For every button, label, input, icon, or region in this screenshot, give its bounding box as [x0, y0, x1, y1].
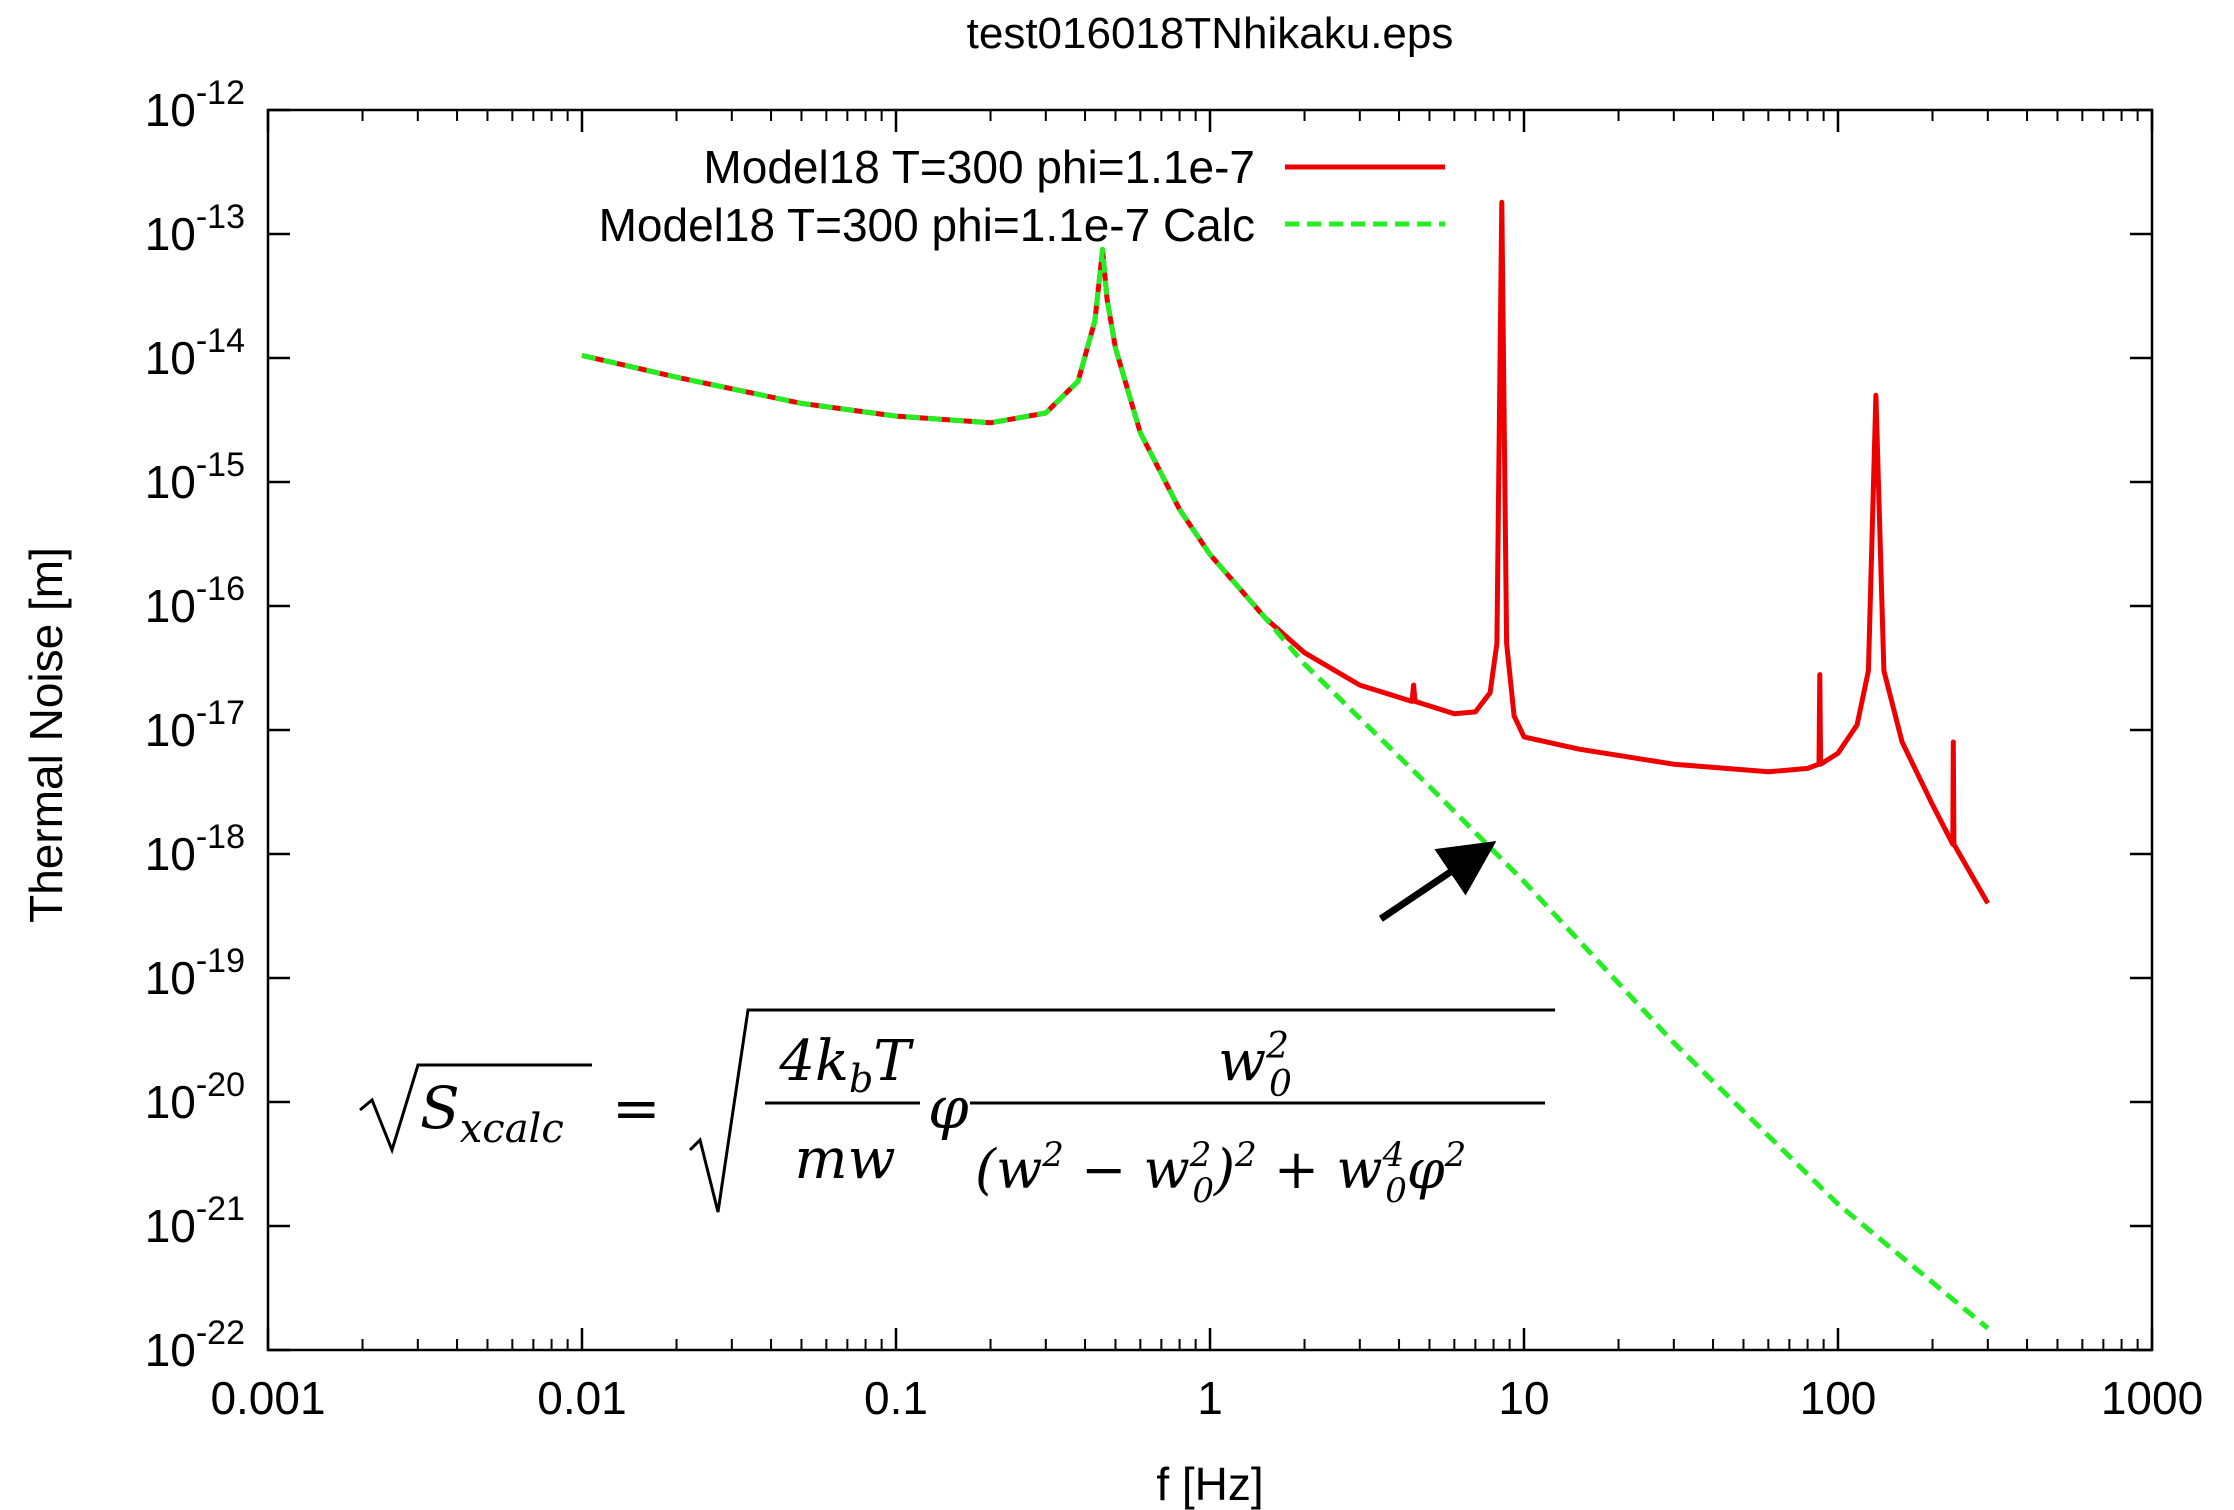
y-tick-label: 10-21: [145, 1190, 245, 1252]
formula-radical-right: [688, 1008, 1555, 1213]
formula-lhs-sub: xcalc: [460, 1106, 564, 1152]
formula-phi: φ: [928, 1074, 969, 1142]
formula-frac2-den-a-sup: 2: [1041, 1135, 1064, 1175]
formula-frac2-num: w: [1218, 1029, 1266, 1094]
formula-frac2-den-d-sup: 4: [1382, 1135, 1405, 1175]
formula-frac1-den: mw: [794, 1127, 895, 1192]
annotation-arrow: [1378, 841, 1497, 922]
series-line-0: [581, 199, 1990, 905]
y-tick-label: 10-18: [145, 818, 245, 880]
y-tick-label: 10-17: [145, 694, 245, 756]
x-tick-label: 0.01: [537, 1372, 627, 1424]
x-axis-label: f [Hz]: [1156, 1458, 1263, 1510]
y-tick-label: 10-20: [145, 1066, 245, 1128]
svg-text:4kbT: 4kbT: [778, 1029, 914, 1101]
formula-frac2-den-b: − w: [1064, 1138, 1190, 1201]
x-tick-label: 1000: [2101, 1372, 2203, 1424]
legend-label-calc: Model18 T=300 phi=1.1e-7 Calc: [599, 199, 1255, 251]
formula-frac1-num: 4k: [778, 1029, 849, 1094]
formula-frac2-den-b-sup: 2: [1189, 1135, 1212, 1175]
formula-annotation: Sxcalc = 4kbT mw φ w2 0 (w2 − w2 0)2 + w4 0…: [359, 1008, 1555, 1213]
svg-text:w20: w2 0: [1218, 1026, 1292, 1105]
x-tick-label: 1: [1197, 1372, 1223, 1424]
y-axis-label: Thermal Noise [m]: [20, 547, 72, 923]
x-tick-label: 100: [1800, 1372, 1877, 1424]
formula-frac2-num-sup: 2: [1265, 1026, 1289, 1067]
axis-tick-labels: 0.001 0.01 0.1 1 10 100 1000 10-12 10-13 10-14 10-…: [145, 74, 2203, 1424]
y-tick-label: 10-14: [145, 322, 245, 384]
formula-frac2-den-d-sub: 0: [1385, 1171, 1407, 1211]
formula-frac2-den-c: ): [1213, 1138, 1235, 1201]
y-tick-label: 10-13: [145, 198, 245, 260]
formula-frac2-den-b-sub: 0: [1192, 1171, 1214, 1211]
legend-label-measured: Model18 T=300 phi=1.1e-7: [703, 141, 1255, 193]
x-tick-label: 10: [1498, 1372, 1549, 1424]
formula-frac2-den-d: + w: [1257, 1138, 1383, 1201]
formula-frac1-num-tail: T: [873, 1029, 914, 1094]
y-tick-label: 10-12: [145, 74, 245, 136]
formula-frac2-den-e-sup: 2: [1444, 1135, 1467, 1175]
formula-frac2-den-e: φ: [1407, 1138, 1445, 1201]
x-tick-label: 0.1: [864, 1372, 928, 1424]
formula-equals: =: [612, 1074, 661, 1142]
axis-ticks: [266, 108, 2154, 1352]
formula-frac2-den-a: (w: [975, 1138, 1042, 1201]
svg-text:Sxcalc: Sxcalc: [420, 1074, 564, 1152]
plot-frame: [266, 108, 2154, 1352]
chart-title: test016018TNhikaku.eps: [967, 9, 1454, 58]
y-tick-label: 10-19: [145, 942, 245, 1004]
formula-lhs: S: [420, 1074, 460, 1142]
formula-frac2-den-c-sup: 2: [1234, 1135, 1257, 1175]
formula-frac2-num-sub: 0: [1269, 1064, 1292, 1105]
formula-frac1-num-sub: b: [849, 1057, 873, 1101]
formula-radical-left: [359, 1063, 592, 1155]
y-tick-label: 10-22: [145, 1314, 245, 1376]
legend: Model18 T=300 phi=1.1e-7 Model18 T=300 p…: [599, 141, 1445, 251]
y-tick-label: 10-16: [145, 570, 245, 632]
y-tick-label: 10-15: [145, 446, 245, 508]
x-tick-label: 0.001: [210, 1372, 325, 1424]
